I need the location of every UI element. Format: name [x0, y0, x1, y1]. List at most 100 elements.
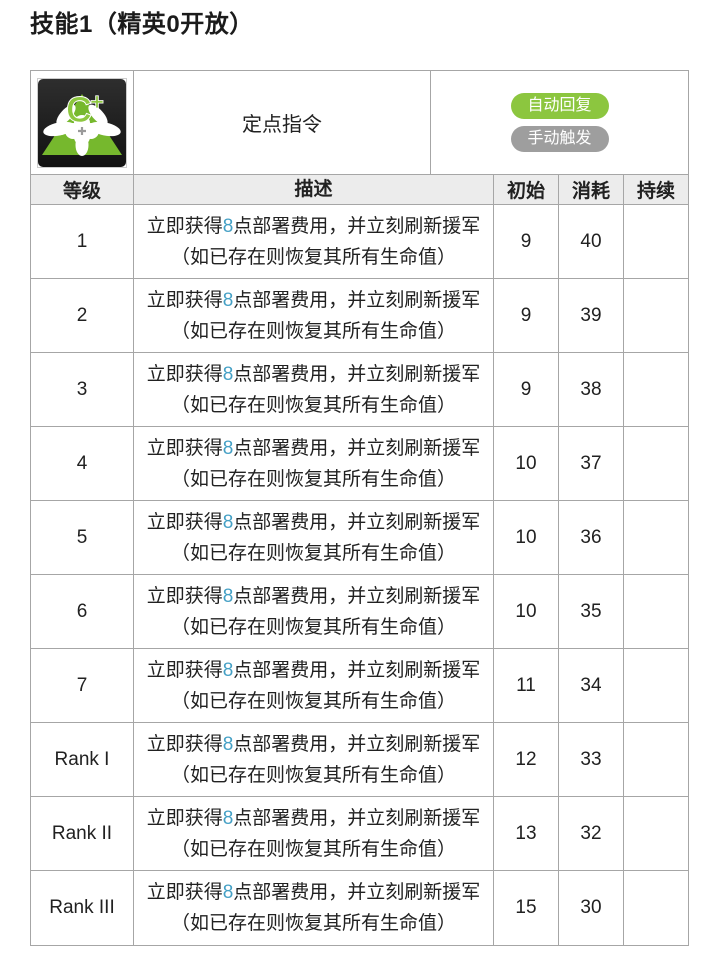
skill-name: 定点指令 [134, 71, 431, 174]
duration-cell [624, 871, 688, 945]
description-line2: （如已存在则恢复其所有生命值） [170, 616, 456, 638]
initial-sp-cell: 9 [494, 205, 559, 278]
table-row: 5 立即获得8点部署费用，并立刻刷新援军 （如已存在则恢复其所有生命值） 10 36 [31, 501, 688, 575]
table-row: 4 立即获得8点部署费用，并立刻刷新援军 （如已存在则恢复其所有生命值） 10 37 [31, 427, 688, 501]
level-cell: 2 [31, 279, 134, 352]
plus-mark [78, 126, 86, 135]
duration-cell [624, 649, 688, 722]
duration-cell [624, 205, 688, 278]
description-text-pre: 立即获得 [146, 289, 223, 311]
level-cell: Rank II [31, 797, 134, 870]
description-value-highlight: 8 [222, 659, 234, 681]
description-text-post: 点部署费用，并立刻刷新援军 [233, 289, 481, 311]
description-line1: 立即获得8点部署费用，并立刻刷新援军 [147, 877, 481, 908]
description-text-post: 点部署费用，并立刻刷新援军 [233, 437, 481, 459]
sp-cost-cell: 35 [559, 575, 624, 648]
duration-cell [624, 501, 688, 574]
description-text-post: 点部署费用，并立刻刷新援军 [233, 659, 481, 681]
description-line1: 立即获得8点部署费用，并立刻刷新援军 [147, 285, 481, 316]
description-cell: 立即获得8点部署费用，并立刻刷新援军 （如已存在则恢复其所有生命值） [134, 205, 494, 278]
duration-cell [624, 723, 688, 796]
description-text-pre: 立即获得 [146, 807, 223, 829]
petal-upper-right [88, 104, 108, 125]
description-line2: （如已存在则恢复其所有生命值） [170, 542, 456, 564]
description-text-post: 点部署费用，并立刻刷新援军 [233, 807, 481, 829]
description-cell: 立即获得8点部署费用，并立刻刷新援军 （如已存在则恢复其所有生命值） [134, 797, 494, 870]
sp-charge-type-badge: 自动回复 [510, 93, 609, 119]
duration-cell [624, 353, 688, 426]
description-line1: 立即获得8点部署费用，并立刻刷新援军 [147, 433, 481, 464]
header-initial: 初始 [494, 175, 559, 204]
description-cell: 立即获得8点部署费用，并立刻刷新援军 （如已存在则恢复其所有生命值） [134, 575, 494, 648]
duration-cell [624, 797, 688, 870]
description-line1: 立即获得8点部署费用，并立刻刷新援军 [147, 507, 481, 538]
level-cell: 7 [31, 649, 134, 722]
description-text-post: 点部署费用，并立刻刷新援军 [233, 882, 481, 903]
header-duration: 持续 [636, 181, 675, 202]
description-line2: （如已存在则恢复其所有生命值） [170, 246, 456, 268]
description-value-highlight: 8 [222, 733, 234, 755]
skill-activation-badge: 手动触发 [510, 126, 609, 152]
description-line1: 立即获得8点部署费用，并立刻刷新援军 [147, 581, 481, 612]
description-cell: 立即获得8点部署费用，并立刻刷新援军 （如已存在则恢复其所有生命值） [134, 723, 494, 796]
description-line1: 立即获得8点部署费用，并立刻刷新援军 [147, 803, 481, 834]
sp-cost-cell: 40 [559, 205, 624, 278]
sp-cost-cell: 34 [559, 649, 624, 722]
petal-upper-left [56, 104, 76, 125]
skill-icon-cell: C + [31, 71, 134, 174]
skill-badges: 自动回复 手动触发 [431, 71, 688, 174]
table-row: Rank II 立即获得8点部署费用，并立刻刷新援军 （如已存在则恢复其所有生命值）… [31, 797, 688, 871]
icon-glyph-plus: + [90, 89, 104, 116]
description-cell: 立即获得8点部署费用，并立刻刷新援军 （如已存在则恢复其所有生命值） [134, 871, 494, 945]
sp-cost-cell: 33 [559, 723, 624, 796]
description-text-pre: 立即获得 [146, 363, 223, 385]
description-line1: 立即获得8点部署费用，并立刻刷新援军 [147, 655, 481, 686]
duration-cell [624, 575, 688, 648]
table-row: 1 立即获得8点部署费用，并立刻刷新援军 （如已存在则恢复其所有生命值） 9 40 [31, 205, 688, 279]
table-row: 6 立即获得8点部署费用，并立刻刷新援军 （如已存在则恢复其所有生命值） 10 35 [31, 575, 688, 649]
description-text-pre: 立即获得 [146, 215, 223, 237]
description-line2: （如已存在则恢复其所有生命值） [170, 913, 456, 934]
level-cell: 4 [31, 427, 134, 500]
description-cell: 立即获得8点部署费用，并立刻刷新援军 （如已存在则恢复其所有生命值） [134, 649, 494, 722]
initial-sp-cell: 13 [494, 797, 559, 870]
sp-cost-cell: 39 [559, 279, 624, 352]
description-line2: （如已存在则恢复其所有生命值） [170, 320, 456, 342]
initial-sp-cell: 9 [494, 279, 559, 352]
description-text-post: 点部署费用，并立刻刷新援军 [233, 585, 481, 607]
skill-icon: C + [37, 77, 127, 168]
description-value-highlight: 8 [222, 807, 234, 829]
sp-cost-cell: 30 [559, 871, 624, 945]
description-text-pre: 立即获得 [146, 437, 223, 459]
description-line2: （如已存在则恢复其所有生命值） [170, 838, 456, 860]
header-level: 等级 [31, 175, 134, 204]
description-line1: 立即获得8点部署费用，并立刻刷新援军 [147, 729, 481, 760]
description-cell: 立即获得8点部署费用，并立刻刷新援军 （如已存在则恢复其所有生命值） [134, 353, 494, 426]
initial-sp-cell: 15 [494, 871, 559, 945]
description-cell: 立即获得8点部署费用，并立刻刷新援军 （如已存在则恢复其所有生命值） [134, 279, 494, 352]
initial-sp-cell: 11 [494, 649, 559, 722]
header-cost: 消耗 [559, 175, 624, 204]
initial-sp-cell: 9 [494, 353, 559, 426]
sp-cost-cell: 36 [559, 501, 624, 574]
description-cell: 立即获得8点部署费用，并立刻刷新援军 （如已存在则恢复其所有生命值） [134, 427, 494, 500]
icon-glyph-c: C [66, 89, 92, 130]
duration-cell [624, 427, 688, 500]
description-text-pre: 立即获得 [146, 733, 223, 755]
description-value-highlight: 8 [222, 363, 234, 385]
level-cell: 3 [31, 353, 134, 426]
level-cell: Rank III [31, 871, 134, 945]
duration-cell [624, 279, 688, 352]
skill-table: C + 定点指令 自动回复 手动触发 等级 描述 初始 消耗 持续 1 立即获得8… [30, 70, 689, 946]
description-value-highlight: 8 [222, 511, 234, 533]
table-row: 2 立即获得8点部署费用，并立刻刷新援军 （如已存在则恢复其所有生命值） 9 39 [31, 279, 688, 353]
description-value-highlight: 8 [222, 437, 234, 459]
description-line2: （如已存在则恢复其所有生命值） [170, 468, 456, 490]
level-cell: 1 [31, 205, 134, 278]
description-value-highlight: 8 [222, 289, 234, 311]
description-line1: 立即获得8点部署费用，并立刻刷新援军 [147, 211, 481, 242]
description-value-highlight: 8 [222, 882, 234, 903]
description-value-highlight: 8 [222, 585, 234, 607]
flower-center [74, 128, 90, 145]
